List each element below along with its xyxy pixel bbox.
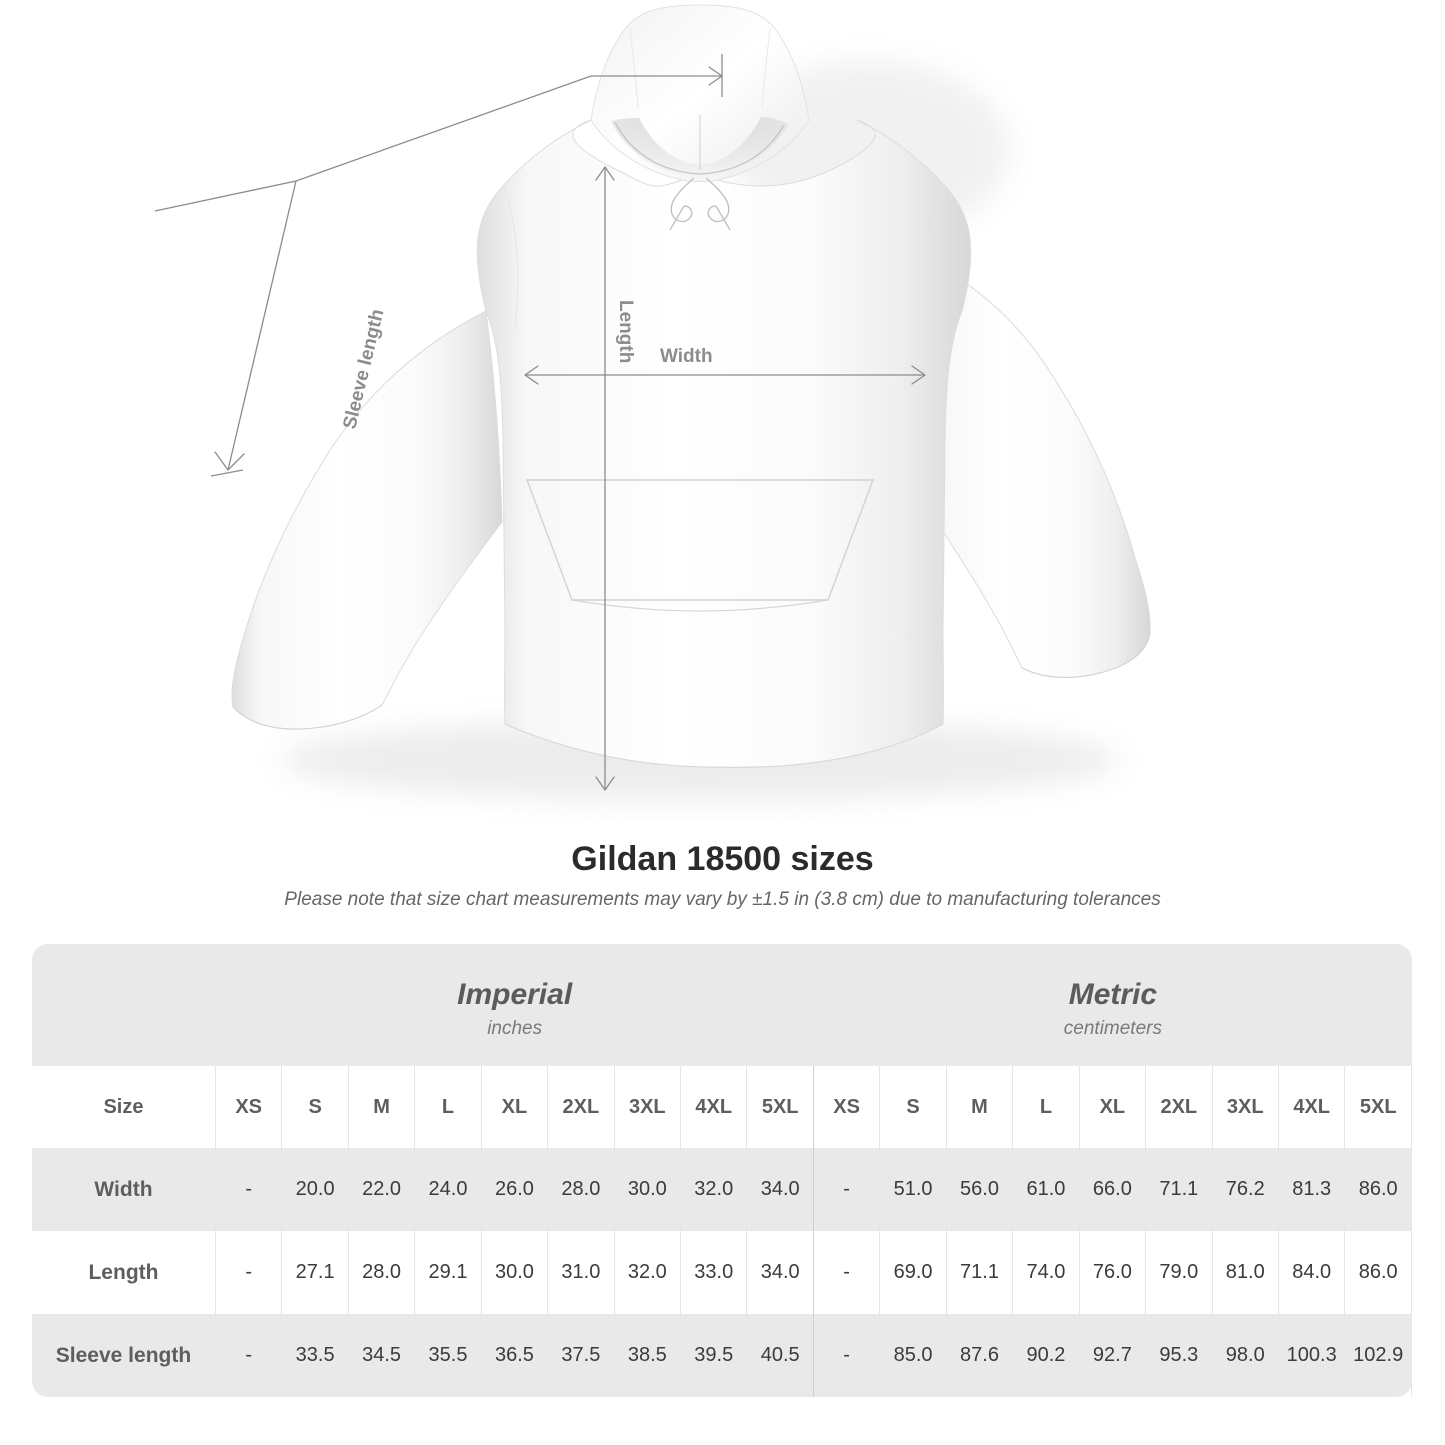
svg-text:Width: Width bbox=[660, 346, 713, 367]
svg-text:Length: Length bbox=[615, 300, 636, 363]
